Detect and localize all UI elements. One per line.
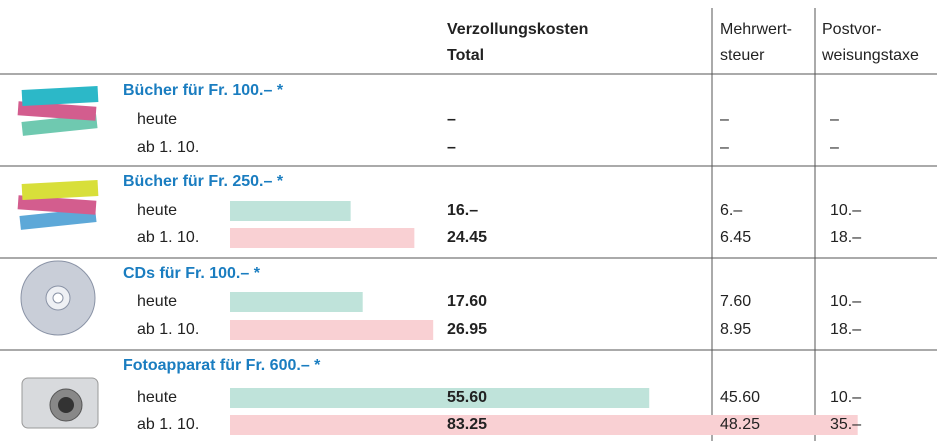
column-header: steuer bbox=[720, 47, 765, 64]
cost-bar bbox=[230, 292, 363, 312]
icon-books bbox=[18, 180, 99, 230]
mwst-value: – bbox=[720, 139, 729, 156]
mwst-value: – bbox=[720, 111, 729, 128]
icon-cd bbox=[21, 261, 95, 335]
row-label: ab 1. 10. bbox=[137, 416, 199, 433]
row-label: heute bbox=[137, 293, 177, 310]
total-value: 16.– bbox=[447, 202, 478, 219]
row-label: heute bbox=[137, 111, 177, 128]
mwst-value: 6.45 bbox=[720, 229, 751, 246]
column-header: Postvor- bbox=[822, 21, 882, 38]
total-value: 26.95 bbox=[447, 321, 487, 338]
row-label: ab 1. 10. bbox=[137, 139, 199, 156]
total-value: – bbox=[447, 111, 456, 128]
mwst-value: 8.95 bbox=[720, 321, 751, 338]
post-value: – bbox=[830, 139, 839, 156]
post-value: 18.– bbox=[830, 321, 861, 338]
total-value: 83.25 bbox=[447, 416, 487, 433]
group-title: Bücher für Fr. 250.– * bbox=[123, 173, 284, 190]
post-value: 10.– bbox=[830, 389, 861, 406]
post-value: 10.– bbox=[830, 202, 861, 219]
column-header: Mehrwert- bbox=[720, 21, 792, 38]
post-value: 35.– bbox=[830, 416, 861, 433]
cost-bar bbox=[230, 415, 858, 435]
post-value: – bbox=[830, 111, 839, 128]
mwst-value: 7.60 bbox=[720, 293, 751, 310]
group-title: Fotoapparat für Fr. 600.– * bbox=[123, 357, 321, 374]
row-label: ab 1. 10. bbox=[137, 229, 199, 246]
column-header: Verzollungskosten bbox=[447, 21, 588, 38]
cost-bar bbox=[230, 388, 649, 408]
post-value: 18.– bbox=[830, 229, 861, 246]
mwst-value: 45.60 bbox=[720, 389, 760, 406]
group-title: Bücher für Fr. 100.– * bbox=[123, 82, 284, 99]
total-value: – bbox=[447, 139, 456, 156]
row-label: heute bbox=[137, 202, 177, 219]
post-value: 10.– bbox=[830, 293, 861, 310]
row-label: heute bbox=[137, 389, 177, 406]
icon-camera bbox=[22, 378, 98, 428]
column-header: Total bbox=[447, 47, 484, 64]
cost-bar bbox=[230, 228, 414, 248]
total-value: 55.60 bbox=[447, 389, 487, 406]
row-label: ab 1. 10. bbox=[137, 321, 199, 338]
cost-bar bbox=[230, 320, 433, 340]
mwst-value: 48.25 bbox=[720, 416, 760, 433]
mwst-value: 6.– bbox=[720, 202, 742, 219]
cost-bar bbox=[230, 201, 351, 221]
icon-books bbox=[18, 86, 99, 136]
table-graphic: Verzollungskosten Total Mehrwert-steuer Pos… bbox=[0, 0, 937, 441]
total-value: 17.60 bbox=[447, 293, 487, 310]
total-value: 24.45 bbox=[447, 229, 487, 246]
group-title: CDs für Fr. 100.– * bbox=[123, 265, 261, 282]
column-header: weisungstaxe bbox=[821, 47, 919, 64]
